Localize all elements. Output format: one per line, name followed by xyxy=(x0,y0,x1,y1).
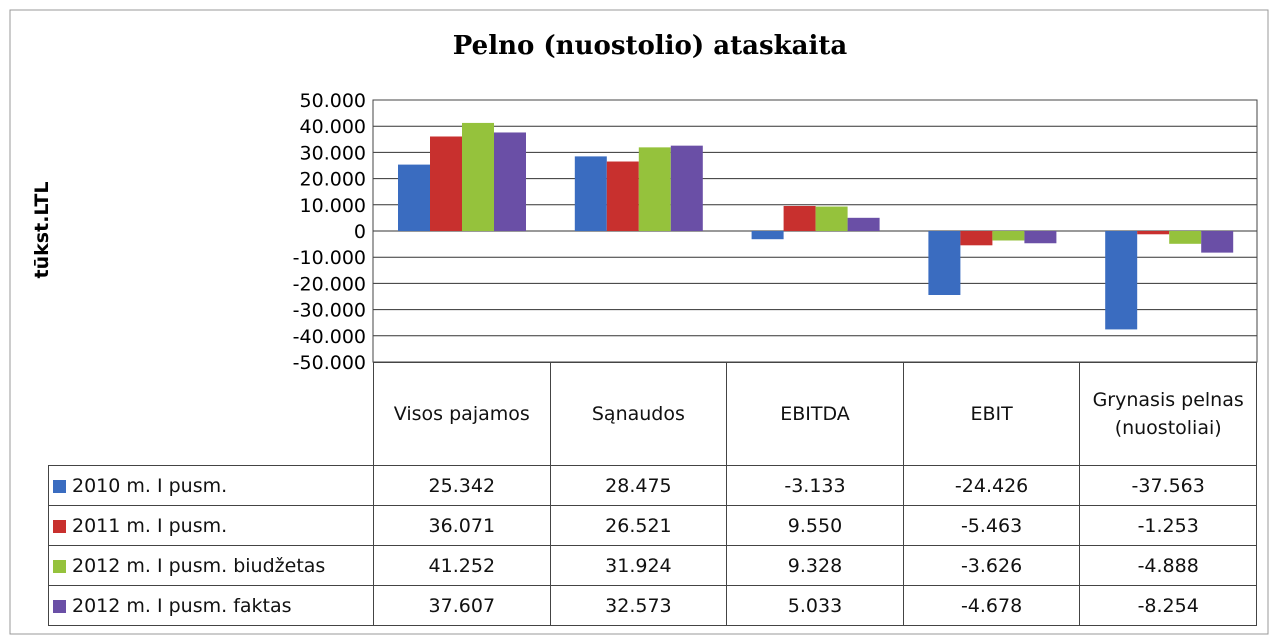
bar xyxy=(1024,231,1057,244)
bar xyxy=(670,145,703,231)
bar xyxy=(462,122,494,231)
bar xyxy=(751,231,784,240)
value-cell: 5.033 xyxy=(726,585,904,626)
legend-label: 2012 m. I pusm. faktas xyxy=(72,594,292,617)
legend-entry: 2010 m. I pusm. xyxy=(48,465,374,506)
y-tick-label: 50.000 xyxy=(300,90,366,112)
bar xyxy=(1105,231,1138,330)
value-cell: -5.463 xyxy=(902,505,1081,546)
bar xyxy=(430,136,462,231)
legend-swatch xyxy=(53,599,66,613)
value-cell: -37.563 xyxy=(1079,465,1257,506)
category-label: EBITDA xyxy=(726,362,904,466)
value-cell: 36.071 xyxy=(373,505,551,546)
y-tick-label: 10.000 xyxy=(300,195,366,217)
bar xyxy=(606,161,639,231)
bar xyxy=(638,147,671,231)
y-tick-label: -10.000 xyxy=(293,247,366,269)
y-tick-label: 40.000 xyxy=(300,116,366,138)
bar xyxy=(992,231,1025,241)
y-tick-label: -40.000 xyxy=(293,326,366,348)
bar xyxy=(494,132,526,231)
y-tick-label: 0 xyxy=(354,221,366,243)
legend-label: 2010 m. I pusm. xyxy=(72,474,228,497)
legend-label: 2011 m. I pusm. xyxy=(72,514,228,537)
legend-swatch xyxy=(53,519,66,533)
legend-entry: 2012 m. I pusm. biudžetas xyxy=(48,545,374,586)
chart-title: Pelno (nuostolio) ataskaita xyxy=(453,31,848,61)
value-cell: -1.253 xyxy=(1079,505,1257,546)
value-cell: -3.626 xyxy=(902,545,1081,586)
category-label: Sąnaudos xyxy=(549,362,728,466)
value-cell: -8.254 xyxy=(1079,585,1257,626)
bar xyxy=(960,231,993,246)
y-tick-label: -20.000 xyxy=(293,273,366,295)
y-tick-label: -30.000 xyxy=(293,300,366,322)
value-cell: -24.426 xyxy=(902,465,1081,506)
value-cell: 37.607 xyxy=(373,585,551,626)
table-row: 2011 m. I pusm. 36.071 26.521 9.550 -5.463 -1… xyxy=(48,505,1257,546)
category-label: EBIT xyxy=(902,362,1081,466)
bar xyxy=(1137,231,1170,235)
bar xyxy=(815,206,848,231)
value-cell: 9.328 xyxy=(726,545,904,586)
frame xyxy=(9,9,1269,635)
bar xyxy=(847,217,880,231)
value-cell: 31.924 xyxy=(549,545,728,586)
header-row: Visos pajamos Sąnaudos EBITDA EBIT Grynasis … xyxy=(48,362,1257,466)
value-cell: 25.342 xyxy=(373,465,551,506)
value-cell: -3.133 xyxy=(726,465,904,506)
category-label: Visos pajamos xyxy=(373,362,551,466)
data-table: Visos pajamos Sąnaudos EBITDA EBIT Grynasis … xyxy=(48,362,1257,626)
legend-swatch xyxy=(53,559,66,573)
y-axis-label: tūkst.LTL xyxy=(31,182,53,279)
table-row: 2012 m. I pusm. faktas 37.607 32.573 5.033-… xyxy=(48,585,1257,626)
value-cell: -4.888 xyxy=(1079,545,1257,586)
value-cell: 32.573 xyxy=(549,585,728,626)
legend-swatch xyxy=(53,479,66,493)
legend-entry: 2011 m. I pusm. xyxy=(48,505,374,546)
value-cell: 41.252 xyxy=(373,545,551,586)
y-tick-label: 30.000 xyxy=(300,142,366,164)
value-cell: 9.550 xyxy=(726,505,904,546)
legend-label: 2012 m. I pusm. biudžetas xyxy=(72,554,326,577)
table-row: 2010 m. I pusm. 25.342 28.475 -3.133 -24.426… xyxy=(48,465,1257,506)
bar xyxy=(1169,231,1202,244)
value-cell: 28.475 xyxy=(549,465,728,506)
legend-entry: 2012 m. I pusm. faktas xyxy=(48,585,374,626)
table-row: 2012 m. I pusm. biudžetas 41.252 31.924 9.3… xyxy=(48,545,1257,586)
y-tick-label: 20.000 xyxy=(300,169,366,191)
bar xyxy=(1201,231,1234,253)
bar xyxy=(574,156,607,231)
bar xyxy=(928,231,961,295)
header-blank xyxy=(48,362,374,466)
bar xyxy=(783,205,816,231)
value-cell: 26.521 xyxy=(549,505,728,546)
bar xyxy=(398,164,430,231)
value-cell: -4.678 xyxy=(902,585,1081,626)
category-label: Grynasis pelnas (nuostoliai) xyxy=(1079,362,1257,466)
